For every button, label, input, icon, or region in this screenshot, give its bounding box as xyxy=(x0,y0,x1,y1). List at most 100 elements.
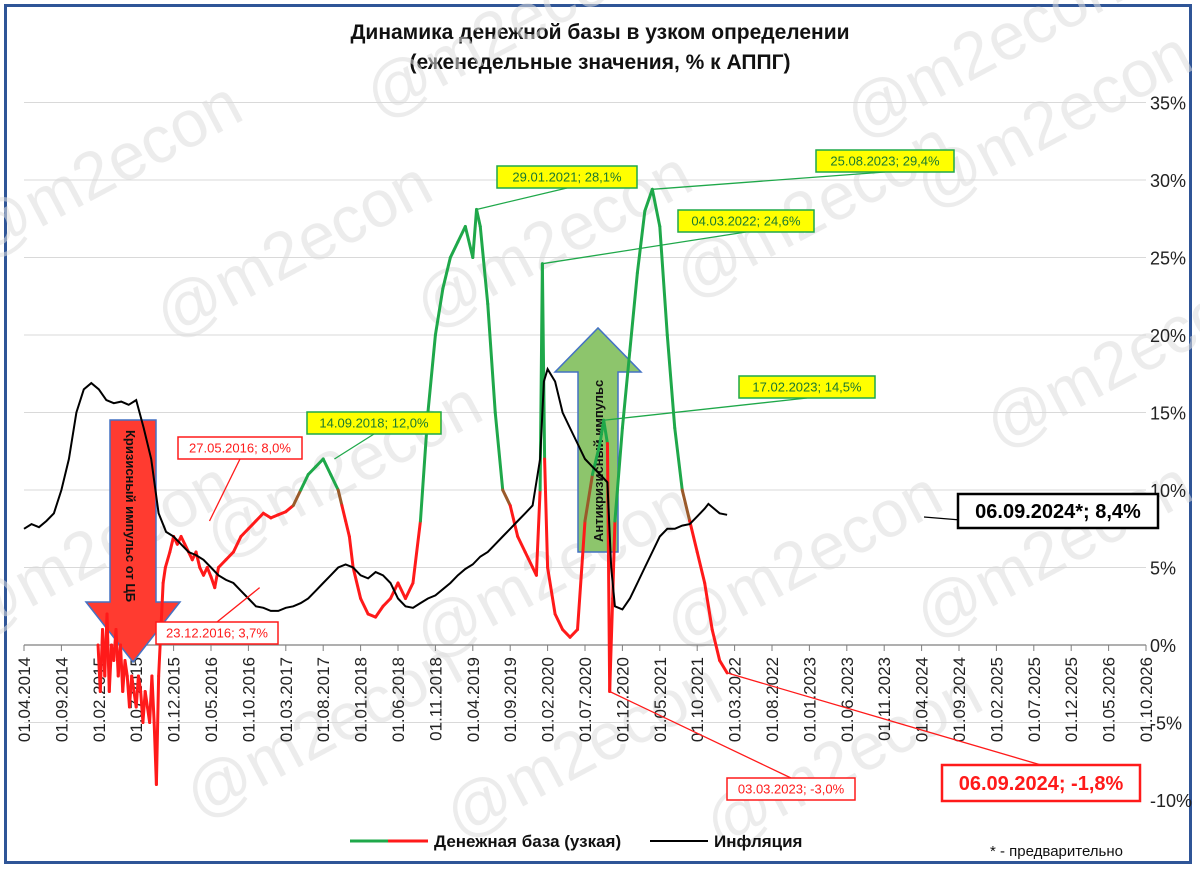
y-tick-label: 30% xyxy=(1150,171,1186,191)
money-base-segment xyxy=(613,426,624,523)
money-base-segment xyxy=(718,659,729,675)
y-tick-label: -5% xyxy=(1150,714,1182,734)
y-tick-label: -10% xyxy=(1150,791,1192,811)
watermark-14: @m2econ xyxy=(352,0,653,132)
x-tick-label: 01.02.2020 xyxy=(539,657,558,742)
money-base-segment xyxy=(351,566,363,600)
money-base-segment xyxy=(620,349,632,430)
money-base-segment xyxy=(516,535,527,554)
legend: Денежная база (узкая) Инфляция * - предв… xyxy=(350,832,1123,860)
money-base-segment xyxy=(340,504,348,523)
x-tick-label: 01.12.2025 xyxy=(1062,657,1081,742)
money-base-segment xyxy=(475,207,482,228)
title-line-1: Динамика денежной базы в узком определен… xyxy=(350,21,850,44)
money-base-segment xyxy=(546,566,557,616)
annotation-box xyxy=(940,763,1142,803)
annotation-box xyxy=(677,209,815,233)
money-base-segment xyxy=(501,488,512,507)
x-tick-label: 01.01.2018 xyxy=(352,657,371,742)
money-base-segment xyxy=(486,302,497,414)
x-tick-label: 01.09.2019 xyxy=(501,657,520,742)
anticrisis-arrow-label: Антикризисный импульс xyxy=(591,380,606,542)
x-tick-label: 01.05.2026 xyxy=(1100,657,1119,742)
annotation-box xyxy=(177,436,303,460)
annotation-text: 23.12.2016; 3,7% xyxy=(166,626,268,641)
money-base-segment xyxy=(291,488,303,507)
money-base-segment xyxy=(658,225,669,337)
money-base-segment xyxy=(381,597,393,608)
x-tick-label: 01.11.2023 xyxy=(875,657,894,741)
x-tick-label: 01.08.2022 xyxy=(763,657,782,742)
x-tick-label: 01.05.2021 xyxy=(651,657,670,742)
annotation-text: 06.09.2024*; 8,4% xyxy=(975,501,1141,523)
money-base-segment xyxy=(216,558,228,569)
money-base-segment xyxy=(154,674,161,786)
watermark-7: @m2econ xyxy=(402,465,703,672)
money-base-segment xyxy=(150,674,156,724)
x-tick-label: 01.04.2019 xyxy=(464,657,483,742)
money-base-segment xyxy=(374,604,385,619)
annotation-text: 14.09.2018; 12,0% xyxy=(319,416,429,431)
money-base-segment xyxy=(359,597,370,616)
watermark-0: @m2econ xyxy=(0,65,253,272)
money-base-segment xyxy=(665,333,677,430)
x-tick-label: 01.01.2023 xyxy=(800,657,819,742)
inflation-line xyxy=(23,366,728,612)
money-base-segment xyxy=(314,457,325,469)
money-base-segment xyxy=(231,535,243,554)
money-base-segment xyxy=(650,187,662,228)
money-base-segment xyxy=(299,473,310,492)
money-base-segment xyxy=(130,674,136,693)
annotation-box xyxy=(815,149,955,173)
money-base-segment xyxy=(635,209,647,275)
money-base-segment xyxy=(448,240,460,259)
money-base-segment xyxy=(456,225,467,244)
annotation-text: 17.02.2023; 14,5% xyxy=(752,380,862,395)
money-base-segment xyxy=(161,566,167,585)
x-tick-label: 01.11.2018 xyxy=(426,657,445,741)
annotation-text: 03.03.2023; -3,0% xyxy=(738,782,845,797)
money-base-segment xyxy=(396,581,407,600)
money-base-segment xyxy=(561,628,572,639)
money-base-segment xyxy=(471,207,479,259)
annotation-box xyxy=(738,375,876,399)
money-base-segment xyxy=(703,581,714,631)
money-base-segment xyxy=(344,519,351,538)
crisis-arrow-label: Кризисный импульс от ЦБ xyxy=(123,430,138,602)
money-base-segment xyxy=(426,333,437,414)
annotation-leader xyxy=(652,171,886,190)
footnote: * - предварительно xyxy=(990,843,1123,860)
title-line-2: (еженедельные значения, % к АППГ) xyxy=(409,51,791,74)
series-layer xyxy=(23,187,729,786)
x-tick-label: 01.12.2020 xyxy=(613,657,632,742)
chart-title: Динамика денежной базы в узком определен… xyxy=(0,18,1200,78)
money-base-segment xyxy=(643,187,654,213)
money-base-segment xyxy=(163,550,172,569)
x-tick-label: 01.06.2023 xyxy=(838,657,857,742)
money-base-segment xyxy=(254,511,265,523)
annotation-leader xyxy=(216,587,261,623)
money-base-segment xyxy=(411,519,422,585)
money-base-segment xyxy=(239,527,250,538)
money-base-segment xyxy=(680,488,692,523)
y-tick-label: 25% xyxy=(1150,249,1186,269)
money-base-segment xyxy=(493,411,505,492)
watermark-1: @m2econ xyxy=(142,145,443,352)
money-base-segment xyxy=(329,473,340,492)
money-base-segment xyxy=(136,674,143,693)
annotation-box xyxy=(726,777,856,801)
x-tick-label: 01.03.2022 xyxy=(726,657,745,742)
x-tick-label: 01.10.2021 xyxy=(688,657,707,742)
money-base-segment xyxy=(246,519,258,531)
money-base-segment xyxy=(628,271,639,352)
money-base-segment xyxy=(540,262,547,461)
watermark-9: @m2econ xyxy=(902,445,1200,652)
x-tick-label: 01.07.2025 xyxy=(1025,657,1044,742)
annotation-leader xyxy=(208,458,241,522)
money-base-segment xyxy=(478,225,490,306)
money-base-segment xyxy=(284,504,295,514)
x-tick-label: 01.08.2017 xyxy=(314,657,333,742)
annotation-text: 27.05.2016; 8,0% xyxy=(189,441,291,456)
annotation-text: 06.09.2024; -1,8% xyxy=(959,773,1124,795)
annotation-leader xyxy=(603,397,808,421)
